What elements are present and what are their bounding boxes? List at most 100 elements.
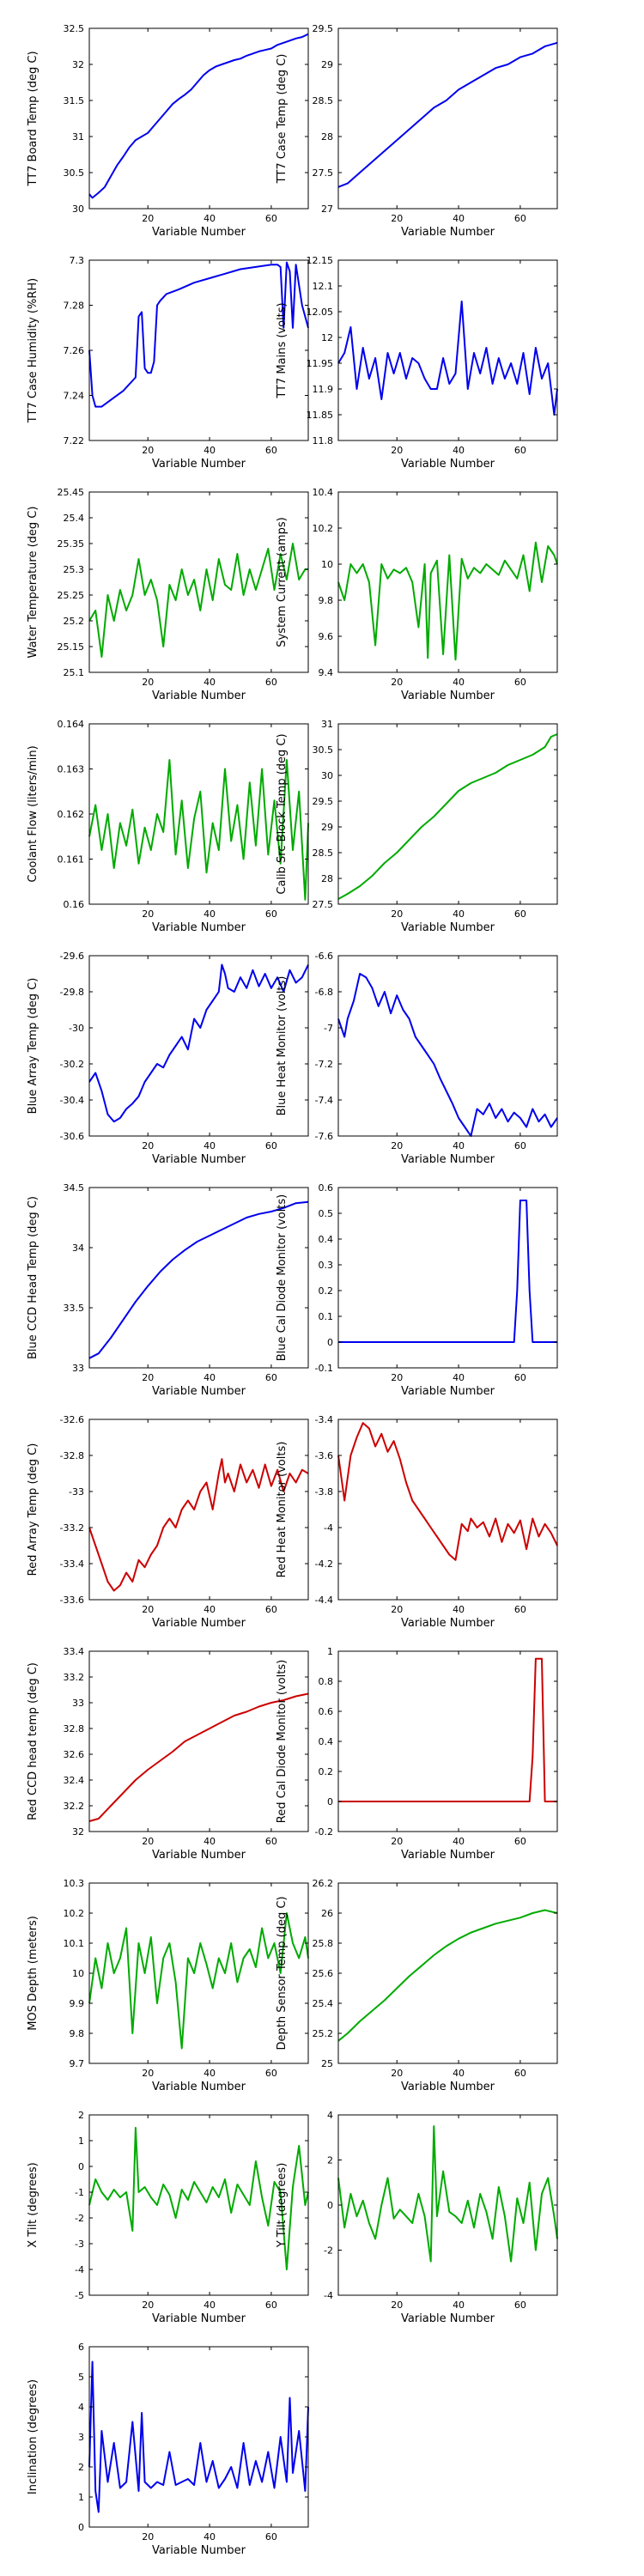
- y-tick-label: -33.2: [60, 1522, 84, 1534]
- x-tick-label: 60: [514, 445, 526, 456]
- y-tick-label: 9.4: [319, 667, 334, 678]
- x-tick-label: 20: [142, 2068, 154, 2079]
- plot-frame: [88, 1187, 309, 1369]
- y-tick-label: 0.161: [58, 854, 85, 866]
- x-tick-label: 60: [265, 445, 277, 456]
- x-tick-label: 20: [391, 2300, 403, 2311]
- y-tick-label: -29.6: [60, 951, 84, 962]
- plot-frame: [88, 955, 309, 1137]
- y-axis-label: TT7 Board Temp (deg C): [27, 51, 39, 186]
- x-axis-label: Variable Number: [152, 690, 246, 702]
- series-line: [88, 1458, 309, 1592]
- y-tick-label: 25.2: [64, 616, 85, 627]
- x-tick-label: 20: [142, 677, 154, 688]
- x-axis-label: Variable Number: [401, 921, 495, 934]
- y-tick-label: 32: [72, 59, 84, 70]
- chart-panel-21: 0 1 2 3 4 5 6 20 40 60 Variable Number Inclination …: [27, 2342, 309, 2557]
- series-line: [88, 543, 308, 658]
- y-tick-label: 31: [72, 131, 84, 143]
- plot-frame: [337, 1650, 558, 1832]
- y-tick-label: -33.4: [60, 1558, 84, 1570]
- series-line: [88, 759, 309, 901]
- y-tick-label: 25.45: [58, 487, 85, 498]
- x-tick-label: 20: [142, 1836, 154, 1847]
- chart-panel-14: -4.4 -4.2 -4 -3.8 -3.6 -3.4 20 40 60 Variable Num…: [276, 1414, 558, 1630]
- x-tick-label: 20: [391, 1372, 403, 1383]
- y-tick-label: -30.6: [60, 1131, 84, 1142]
- x-tick-label: 60: [265, 213, 277, 224]
- x-tick-label: 20: [391, 1836, 403, 1847]
- x-tick-label: 20: [391, 677, 403, 688]
- y-tick-label: -33: [69, 1486, 84, 1498]
- x-tick-label: 40: [453, 2068, 465, 2079]
- y-tick-label: 10: [321, 559, 333, 570]
- x-axis-label: Variable Number: [401, 226, 495, 239]
- y-tick-label: 34: [72, 1242, 84, 1254]
- y-tick-label: 0.162: [58, 809, 85, 820]
- series-line: [88, 261, 309, 408]
- y-tick-label: 27.5: [313, 167, 334, 179]
- y-tick-label: 0: [78, 2161, 84, 2172]
- y-tick-label: 0.2: [319, 1285, 334, 1297]
- series-line: [88, 963, 309, 1123]
- x-tick-label: 60: [265, 1604, 277, 1615]
- chart-panel-19: -5 -4 -3 -2 -1 0 1 2 20 40 60 Variable Number X Tilt…: [27, 2110, 309, 2325]
- series-line: [338, 1200, 557, 1343]
- x-tick-label: 40: [453, 1836, 465, 1847]
- y-tick-label: 25.8: [313, 1938, 334, 1949]
- x-axis-label: Variable Number: [401, 690, 495, 702]
- y-tick-label: 0.1: [319, 1311, 334, 1322]
- x-axis-label: Variable Number: [152, 1849, 246, 1862]
- y-tick-label: 25.25: [58, 590, 85, 601]
- plot-frame: [337, 1882, 558, 2064]
- x-tick-label: 40: [453, 2300, 465, 2311]
- y-tick-label: 25.15: [58, 641, 85, 653]
- x-axis-label: Variable Number: [401, 1153, 495, 1166]
- y-tick-label: 9.8: [319, 595, 334, 606]
- x-tick-label: 20: [142, 908, 154, 920]
- y-tick-label: 10.1: [64, 1938, 85, 1949]
- y-tick-label: -2: [75, 2213, 84, 2224]
- y-tick-label: 0.6: [319, 1182, 334, 1194]
- y-tick-label: 25.1: [64, 667, 85, 678]
- x-tick-label: 40: [204, 1372, 216, 1383]
- x-tick-label: 60: [514, 677, 526, 688]
- y-tick-label: 1: [78, 2492, 84, 2503]
- y-tick-label: 1: [78, 2136, 84, 2147]
- x-tick-label: 60: [514, 213, 526, 224]
- y-tick-label: -7: [324, 1023, 333, 1034]
- series-line: [337, 1422, 558, 1561]
- x-tick-label: 60: [514, 1140, 526, 1151]
- y-axis-label: Blue Array Temp (deg C): [27, 978, 39, 1115]
- y-tick-label: -4.4: [315, 1595, 333, 1606]
- y-tick-label: 11.85: [307, 410, 334, 421]
- y-tick-label: 31.5: [64, 95, 85, 106]
- y-tick-label: 0.4: [319, 1736, 334, 1747]
- y-axis-label: Red CCD head temp (deg C): [27, 1662, 39, 1820]
- y-tick-label: 25.4: [313, 1998, 334, 2009]
- y-tick-label: 10.4: [313, 487, 334, 498]
- plot-frame: [88, 27, 309, 210]
- y-tick-label: 12.05: [307, 307, 334, 318]
- y-tick-label: 28: [321, 873, 333, 884]
- y-axis-label: Water Temperature (deg C): [27, 507, 39, 659]
- plot-frame: [337, 1419, 558, 1601]
- chart-panel-3: 7.22 7.24 7.26 7.28 7.3 20 40 60 Variable Number…: [27, 255, 309, 471]
- y-tick-label: 33.2: [64, 1672, 85, 1683]
- x-tick-label: 60: [265, 677, 277, 688]
- x-tick-label: 60: [265, 908, 277, 920]
- plot-frame: [337, 259, 558, 441]
- y-tick-label: 32.6: [64, 1749, 85, 1760]
- x-tick-label: 40: [204, 213, 216, 224]
- series-line: [88, 1692, 309, 1822]
- chart-panel-10: -7.6 -7.4 -7.2 -7 -6.8 -6.6 20 40 60 Variable Num…: [276, 951, 558, 1166]
- x-tick-label: 20: [142, 213, 154, 224]
- y-tick-label: 11.8: [313, 435, 334, 447]
- y-tick-label: -5: [75, 2290, 84, 2301]
- y-tick-label: 34.5: [64, 1182, 85, 1194]
- x-tick-label: 20: [391, 1604, 403, 1615]
- y-tick-label: -3.6: [315, 1450, 333, 1461]
- y-tick-label: 33.5: [64, 1303, 85, 1314]
- x-tick-label: 40: [204, 2068, 216, 2079]
- y-tick-label: 6: [78, 2342, 84, 2353]
